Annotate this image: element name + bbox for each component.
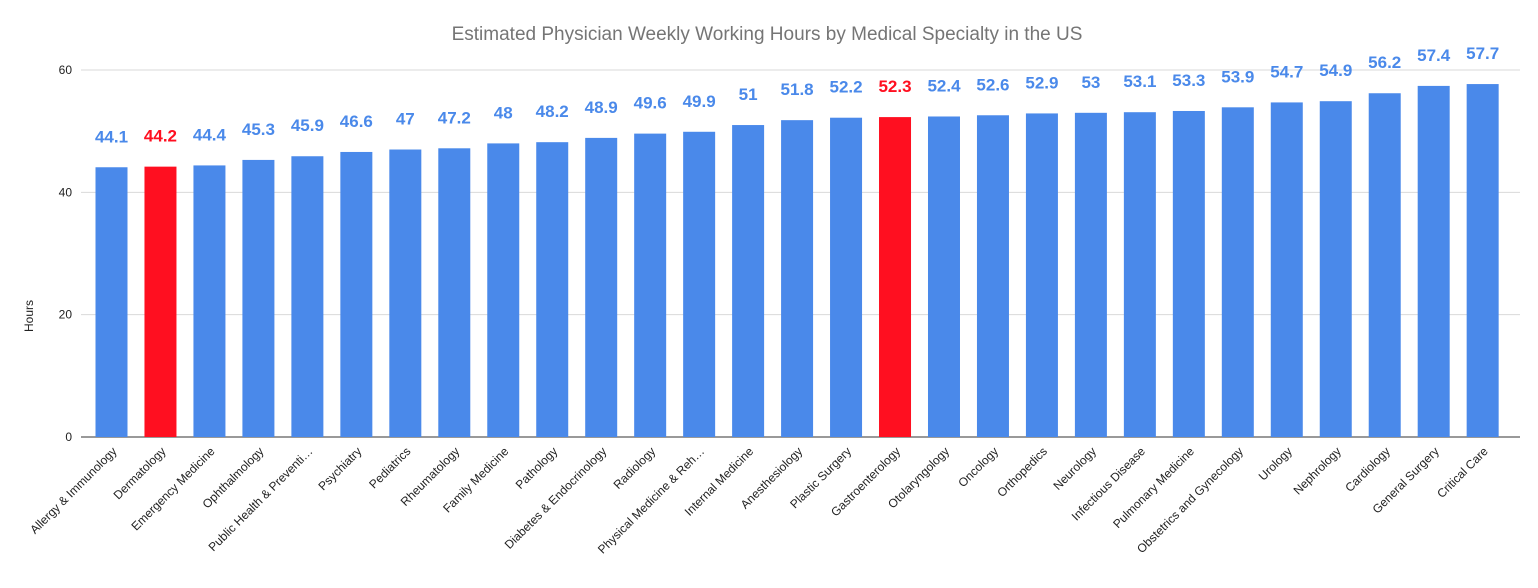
data-label: 48.2 bbox=[536, 102, 569, 121]
data-label: 48 bbox=[494, 103, 513, 122]
data-label: 53.3 bbox=[1172, 71, 1205, 90]
data-label: 52.2 bbox=[830, 78, 863, 97]
data-labels: 44.1 44.2 44.4 45.3 45.9 46.6 47 47.2 48 48.2 48.9… bbox=[95, 44, 1499, 146]
x-tick-label: Pathology bbox=[513, 444, 561, 492]
chart-title: Estimated Physician Weekly Working Hours… bbox=[452, 24, 1083, 45]
bar bbox=[536, 142, 569, 437]
bars bbox=[95, 84, 1499, 438]
y-tick-label: 20 bbox=[59, 308, 73, 322]
data-label: 47.2 bbox=[438, 108, 471, 127]
data-label: 51.8 bbox=[781, 80, 814, 99]
data-label: 52.9 bbox=[1025, 73, 1058, 92]
bar bbox=[1074, 112, 1107, 438]
x-tick-label: Emergency Medicine bbox=[128, 444, 217, 533]
bar bbox=[1025, 113, 1058, 437]
y-tick-label: 40 bbox=[59, 185, 73, 199]
bar bbox=[193, 165, 226, 438]
bar bbox=[879, 117, 912, 438]
bar bbox=[389, 149, 422, 437]
x-tick-label: Nephrology bbox=[1291, 444, 1344, 497]
data-label: 54.7 bbox=[1270, 62, 1303, 81]
data-label: 53.1 bbox=[1123, 72, 1156, 91]
x-tick-label: Pulmonary Medicine bbox=[1110, 444, 1197, 531]
data-label: 44.1 bbox=[95, 127, 128, 146]
data-label: 57.7 bbox=[1466, 44, 1499, 63]
bar bbox=[781, 120, 814, 437]
data-label: 45.3 bbox=[242, 120, 275, 139]
y-tick-label: 60 bbox=[59, 63, 73, 77]
bar bbox=[1172, 110, 1205, 438]
bar bbox=[1466, 84, 1499, 438]
x-tick-label: Public Health & Preventi… bbox=[206, 444, 316, 554]
data-label: 53 bbox=[1081, 73, 1100, 92]
data-label: 52.6 bbox=[976, 75, 1009, 94]
bar bbox=[291, 156, 324, 437]
data-label: 49.9 bbox=[683, 92, 716, 111]
x-tick-label: Orthopedics bbox=[994, 444, 1050, 500]
y-axis-label: Hours bbox=[22, 300, 36, 332]
y-tick-label: 0 bbox=[65, 430, 72, 444]
x-tick-label: Diabetes & Endocrinology bbox=[502, 444, 610, 552]
bar bbox=[976, 115, 1009, 437]
data-label: 51 bbox=[739, 85, 758, 104]
x-tick-label: Critical Care bbox=[1434, 444, 1491, 501]
bar bbox=[242, 159, 275, 438]
data-label: 44.4 bbox=[193, 125, 227, 144]
bar bbox=[683, 131, 716, 438]
bar bbox=[1270, 102, 1303, 437]
bar bbox=[144, 166, 177, 438]
x-tick-label: Cardiology bbox=[1342, 444, 1392, 494]
x-tick-label: Neurology bbox=[1050, 444, 1099, 493]
bar bbox=[487, 143, 520, 437]
bar bbox=[1417, 85, 1450, 438]
bar bbox=[830, 117, 863, 438]
x-tick-label: Psychiatry bbox=[315, 444, 364, 493]
data-label: 49.6 bbox=[634, 94, 667, 113]
bar bbox=[732, 125, 765, 438]
bar bbox=[585, 137, 618, 437]
bar bbox=[340, 151, 373, 438]
x-tick-label: Urology bbox=[1256, 444, 1295, 483]
x-tick-label: Radiology bbox=[611, 444, 659, 492]
bar bbox=[438, 148, 471, 437]
bar bbox=[1368, 93, 1401, 437]
data-label: 46.6 bbox=[340, 112, 373, 131]
bar bbox=[1123, 112, 1156, 437]
bar bbox=[1221, 107, 1254, 437]
data-label: 53.9 bbox=[1221, 67, 1254, 86]
bar bbox=[1319, 101, 1352, 437]
data-label: 56.2 bbox=[1368, 53, 1401, 72]
x-tick-label: Oncology bbox=[955, 444, 1001, 490]
data-label: 47 bbox=[396, 110, 415, 129]
bar bbox=[634, 133, 667, 437]
x-tick-label: Pediatrics bbox=[366, 444, 413, 491]
x-tick-labels: Allergy & ImmunologyDermatologyEmergency… bbox=[27, 444, 1491, 556]
bar bbox=[95, 167, 128, 437]
data-label: 48.9 bbox=[585, 98, 618, 117]
x-tick-label: Allergy & Immunology bbox=[27, 444, 119, 536]
data-label: 44.2 bbox=[144, 127, 177, 146]
data-label: 57.4 bbox=[1417, 46, 1451, 65]
data-label: 52.4 bbox=[927, 76, 961, 95]
data-label: 52.3 bbox=[878, 77, 911, 96]
bar bbox=[927, 116, 960, 437]
data-label: 45.9 bbox=[291, 116, 324, 135]
data-label: 54.9 bbox=[1319, 61, 1352, 80]
